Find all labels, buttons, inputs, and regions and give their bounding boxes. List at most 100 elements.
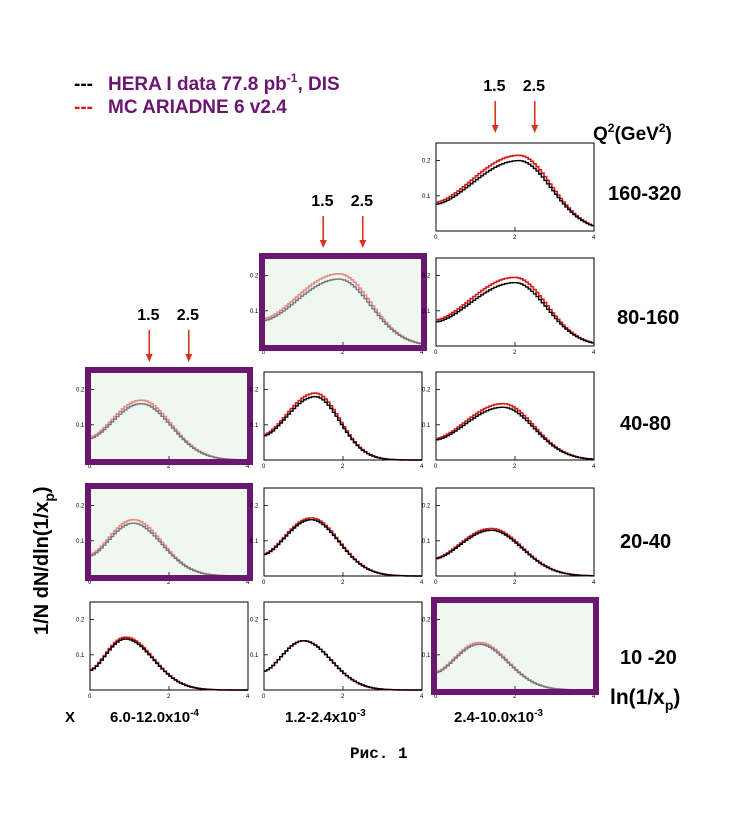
x-tick-label: 4 — [420, 694, 424, 700]
panel-highlight-frame — [259, 253, 427, 351]
arrow-head — [491, 125, 499, 133]
y-tick-label: 0.1 — [250, 309, 259, 315]
y-tick-label: 0.2 — [422, 388, 431, 394]
x-tick-label: 0 — [434, 350, 438, 356]
arrow-label-2-5: 2.5 — [351, 193, 373, 210]
x-tick-label: 0 — [88, 694, 92, 700]
panel-r1-c1: 0 2 4 0.1 0.2 1.5 2.5 — [250, 193, 427, 356]
y-tick-label: 0.1 — [422, 653, 431, 659]
legend-mc-marker: --- — [74, 97, 93, 118]
y-tick-label: 0.1 — [250, 653, 259, 659]
x-tick-label: 2 — [341, 580, 345, 586]
panel-frame — [435, 371, 595, 461]
y-tick-label: 0.1 — [76, 653, 85, 659]
panel-r0-c2: 0 2 4 0.1 0.2 1.5 2.5 — [422, 78, 596, 241]
panel-r2-c0: 0 2 4 0.1 0.2 1.5 2.5 — [76, 307, 253, 470]
x-tick-label: 0 — [434, 580, 438, 586]
y-tick-label: 0.1 — [422, 309, 431, 315]
data-series-line — [264, 640, 422, 691]
x-bin-label-1: 1.2-2.4x10-3 — [285, 708, 366, 726]
legend-data-sup: -1 — [287, 71, 298, 85]
x-axis-title-end: ) — [673, 686, 680, 709]
x-axis-title: ln(1/xp) — [610, 686, 680, 713]
arrow-label-2-5: 2.5 — [177, 307, 199, 324]
y-tick-label: 0.2 — [250, 504, 259, 510]
arrow-label-1-5: 1.5 — [311, 193, 333, 210]
panel-r3-c1: 0 2 4 0.1 0.2 — [250, 487, 424, 586]
arrow-head — [531, 125, 539, 133]
y-axis-label-end: ) — [31, 486, 53, 493]
arrow-head — [319, 240, 327, 248]
data-series-line — [264, 395, 422, 461]
data-series-line — [90, 403, 248, 461]
q2-bin-label-20-40: 20-40 — [620, 531, 671, 553]
x-axis-title-sub: p — [665, 697, 674, 713]
x-bin-1-exp: -3 — [357, 708, 366, 719]
y-tick-label: 0.2 — [250, 618, 259, 624]
panel-highlight-frame — [85, 367, 253, 465]
x-tick-label: 0 — [434, 694, 438, 700]
y-axis-label: 1/N dN/dln(1/xp) — [31, 486, 57, 635]
y-tick-label: 0.2 — [250, 274, 259, 280]
panel-frame — [263, 601, 423, 691]
x-tick-label: 0 — [88, 464, 92, 470]
legend-data-marker: --- — [74, 74, 93, 95]
x-bin-1-base: 1.2-2.4x10 — [285, 709, 357, 726]
panel-r3-c0: 0 2 4 0.1 0.2 — [76, 483, 253, 586]
y-tick-label: 0.1 — [250, 539, 259, 545]
arrow-group: 1.5 2.5 — [483, 78, 545, 133]
q2-header-end: ) — [666, 124, 672, 145]
mc-series-line — [436, 154, 594, 227]
x-tick-label: 0 — [434, 464, 438, 470]
panel-highlight-frame — [85, 483, 253, 581]
x-tick-label: 2 — [513, 580, 517, 586]
arrow-label-2-5: 2.5 — [523, 78, 545, 95]
legend-data-label: HERA I data 77.8 pb — [108, 74, 287, 95]
x-tick-label: 0 — [88, 580, 92, 586]
data-series-line — [436, 406, 594, 460]
x-bin-2-exp: -3 — [534, 708, 543, 719]
x-tick-label: 4 — [592, 235, 596, 241]
y-tick-label: 0.2 — [422, 274, 431, 280]
legend-data-text: HERA I data 77.8 pb-1, DIS — [108, 71, 340, 95]
panel-grid: 0 2 40.10.21.5 2.50 2 40.10.21.5 2.50 2 40.10.20… — [76, 78, 599, 700]
x-tick-label: 0 — [434, 235, 438, 241]
data-series-line — [264, 519, 422, 577]
legend: --- HERA I data 77.8 pb-1, DIS --- MC AR… — [74, 71, 340, 118]
y-axis-label-main: 1/N dN/dln(1/x — [31, 502, 53, 635]
q2-header-q: Q — [593, 124, 608, 145]
data-series-line — [264, 278, 422, 345]
q2-bin-label-80-160: 80-160 — [617, 307, 679, 329]
data-series-line — [436, 282, 594, 344]
mc-series-line — [264, 273, 422, 345]
arrow-group: 1.5 2.5 — [137, 307, 199, 362]
panel-frame — [435, 601, 595, 691]
y-tick-label: 0.1 — [76, 423, 85, 429]
x-tick-label: 4 — [592, 694, 596, 700]
x-tick-label: 0 — [262, 694, 266, 700]
panel-r2-c2: 0 2 4 0.1 0.2 — [422, 371, 596, 470]
y-tick-label: 0.1 — [250, 423, 259, 429]
x-tick-label: 4 — [420, 464, 424, 470]
y-tick-label: 0.2 — [250, 388, 259, 394]
x-tick-label: 2 — [513, 694, 517, 700]
x-tick-label: 2 — [341, 694, 345, 700]
panel-highlight-frame — [431, 597, 599, 695]
q2-bin-label-160-320: 160-320 — [608, 183, 681, 205]
x-tick-label: 2 — [341, 464, 345, 470]
x-tick-label: 2 — [513, 350, 517, 356]
y-tick-label: 0.1 — [422, 539, 431, 545]
q2-header-sup2: 2 — [659, 121, 666, 135]
x-tick-label: 4 — [592, 580, 596, 586]
y-tick-label: 0.1 — [76, 539, 85, 545]
x-tick-label: 0 — [262, 464, 266, 470]
figure-caption: Рис. 1 — [350, 745, 408, 763]
arrow-label-1-5: 1.5 — [483, 78, 505, 95]
panel-r4-c1: 0 2 4 0.1 0.2 — [250, 601, 424, 700]
arrow-group: 1.5 2.5 — [311, 193, 373, 248]
x-tick-label: 2 — [167, 580, 171, 586]
y-tick-label: 0.1 — [422, 423, 431, 429]
x-tick-label: 2 — [513, 235, 517, 241]
x-tick-label: 4 — [420, 350, 424, 356]
